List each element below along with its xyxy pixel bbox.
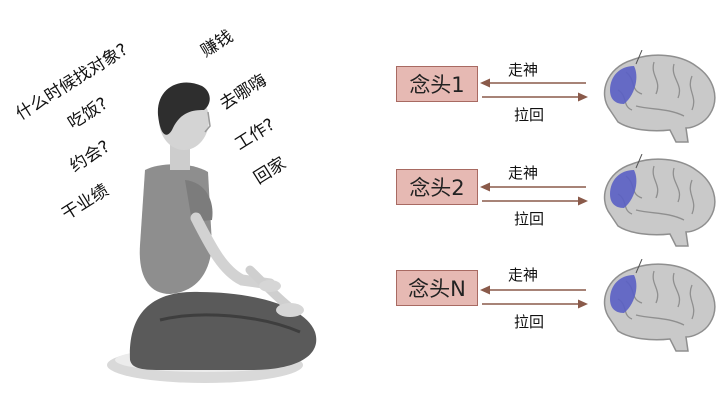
thought-box: 念头1 [396, 66, 478, 102]
thought-row-n: 念头N 走神 拉回 [396, 259, 720, 373]
brain-icon [603, 154, 716, 247]
return-label: 拉回 [514, 106, 545, 124]
brain-icon [603, 50, 716, 143]
meditating-person-icon [107, 82, 317, 383]
return-label: 拉回 [514, 210, 545, 228]
thought-box: 念头2 [396, 169, 478, 205]
thought-text: 赚钱 [197, 26, 237, 62]
wander-label: 走神 [508, 164, 539, 182]
wander-return-arrows [480, 182, 588, 206]
wander-return-arrows [480, 78, 588, 102]
brain-icon [603, 259, 716, 352]
wander-label: 走神 [508, 61, 539, 79]
thought-row-1: 念头1 走神 拉回 [396, 50, 720, 166]
wander-return-arrows [480, 285, 588, 309]
thought-row-2: 念头2 走神 拉回 [396, 154, 720, 270]
wander-label: 走神 [508, 266, 539, 284]
return-label: 拉回 [514, 313, 545, 331]
thought-box: 念头N [396, 270, 478, 306]
